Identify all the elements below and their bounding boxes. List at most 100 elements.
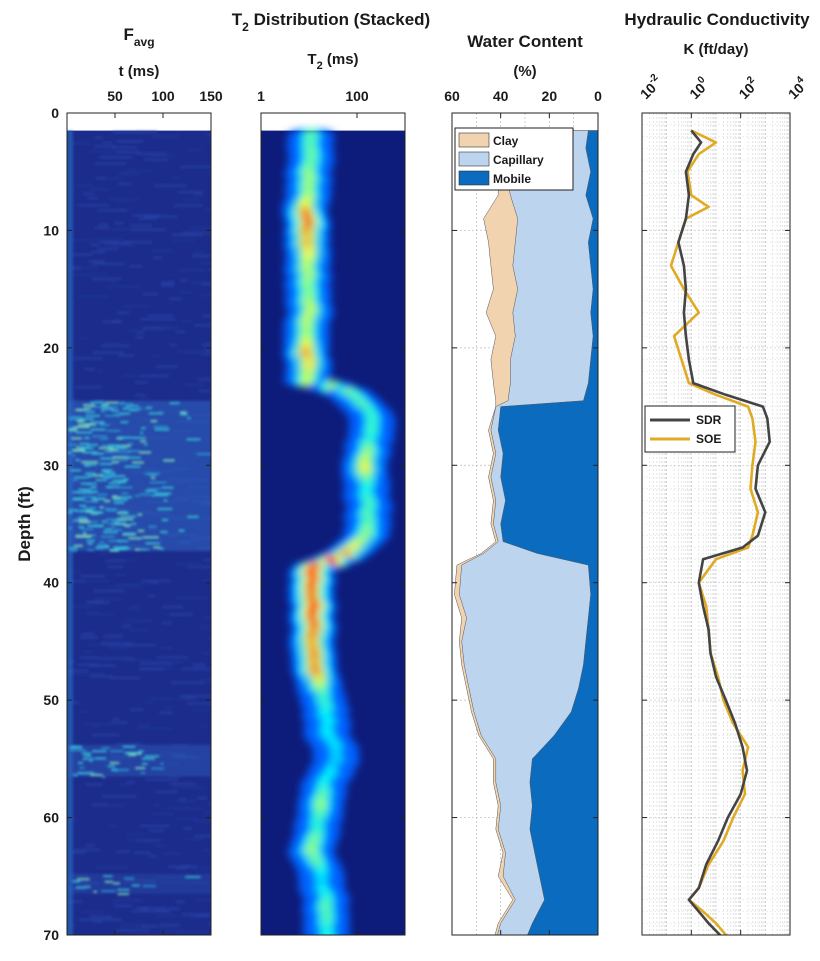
x-tick-label: 10-2	[635, 72, 665, 102]
panel-water-content: Water Content (%) 60 40 20 0 Clay Capillary…	[444, 32, 602, 936]
favg-noise	[133, 851, 151, 854]
favg-noise	[182, 913, 211, 916]
favg-streak	[71, 437, 82, 440]
favg-noise	[73, 357, 103, 360]
favg-noise	[131, 909, 168, 913]
favg-noise	[136, 331, 145, 335]
favg-noise	[77, 672, 105, 676]
favg-streak	[68, 511, 73, 514]
favg-noise	[69, 701, 80, 704]
favg-noise	[92, 920, 103, 923]
favg-streak	[185, 876, 201, 878]
favg-noise	[79, 574, 106, 578]
favg-streak	[118, 496, 132, 499]
favg-noise	[82, 192, 95, 195]
favg-streak	[73, 544, 83, 547]
favg-streak	[109, 549, 119, 552]
favg-streak	[107, 522, 123, 525]
panel1-xlabel: t (ms)	[119, 63, 160, 80]
favg-streak	[77, 491, 94, 494]
favg-noise	[82, 910, 103, 913]
conductivity-legend: SDR SOE	[644, 405, 736, 453]
favg-noise	[129, 265, 143, 268]
favg-noise	[190, 916, 197, 919]
favg-streak	[81, 528, 94, 531]
favg-noise	[198, 389, 211, 393]
favg-streak	[114, 769, 120, 772]
legend-label-capillary: Capillary	[493, 153, 544, 167]
favg-noise	[186, 702, 211, 705]
favg-noise	[171, 177, 181, 180]
favg-noise	[117, 311, 130, 314]
favg-streak	[75, 459, 80, 461]
favg-noise	[175, 817, 199, 821]
favg-streak	[129, 408, 136, 411]
favg-streak	[79, 516, 86, 519]
depth-tick-label: 50	[43, 692, 59, 708]
favg-noise	[94, 145, 116, 148]
favg-noise	[68, 238, 98, 242]
favg-streak	[111, 526, 116, 529]
favg-streak	[78, 526, 84, 528]
favg-streak	[135, 494, 140, 497]
favg-noise	[84, 579, 110, 582]
favg-noise	[190, 281, 211, 285]
favg-noise	[177, 269, 207, 272]
favg-noise	[97, 208, 128, 212]
favg-streak	[73, 519, 78, 522]
favg-noise	[79, 656, 100, 660]
favg-noise	[175, 867, 186, 870]
favg-noise	[72, 605, 94, 608]
favg-noise	[106, 342, 120, 346]
favg-noise	[90, 187, 100, 191]
favg-noise	[116, 743, 142, 746]
favg-noise	[109, 585, 140, 589]
favg-noise	[137, 727, 173, 730]
favg-noise	[141, 925, 159, 928]
favg-noise	[84, 367, 95, 371]
favg-streak	[73, 426, 90, 428]
favg-noise	[133, 925, 141, 929]
area-mobile	[497, 130, 598, 935]
favg-noise	[89, 664, 116, 667]
favg-streak	[111, 769, 117, 771]
favg-streak	[144, 755, 160, 758]
favg-noise	[112, 319, 123, 323]
favg-streak	[121, 492, 129, 495]
favg-noise	[155, 914, 177, 918]
favg-streak	[119, 511, 128, 513]
favg-noise	[112, 131, 140, 134]
favg-streak	[98, 447, 115, 450]
favg-streak	[97, 544, 109, 547]
favg-streak	[138, 752, 142, 755]
favg-streak	[118, 769, 129, 771]
favg-noise	[87, 613, 115, 616]
favg-noise	[177, 190, 204, 194]
favg-streak	[92, 750, 107, 753]
favg-noise	[101, 344, 130, 348]
favg-noise	[109, 198, 140, 201]
favg-streak	[106, 509, 117, 512]
favg-noise	[95, 177, 107, 180]
favg-noise	[98, 223, 109, 227]
favg-noise	[89, 915, 113, 919]
t2-cell	[301, 374, 314, 388]
favg-streak	[113, 498, 128, 501]
favg-streak	[104, 528, 112, 531]
favg-noise	[117, 171, 135, 175]
favg-streak	[85, 472, 96, 475]
favg-streak	[99, 506, 104, 509]
favg-noise	[165, 806, 191, 810]
favg-noise	[123, 659, 152, 662]
favg-noise	[171, 233, 204, 237]
favg-noise	[169, 782, 196, 786]
t2-heatmap	[261, 113, 405, 935]
favg-noise	[201, 579, 211, 582]
favg-noise	[171, 681, 205, 684]
favg-streak	[126, 450, 141, 452]
x-tick-label: 60	[444, 88, 460, 104]
favg-streak	[81, 490, 97, 493]
favg-noise	[114, 929, 149, 932]
